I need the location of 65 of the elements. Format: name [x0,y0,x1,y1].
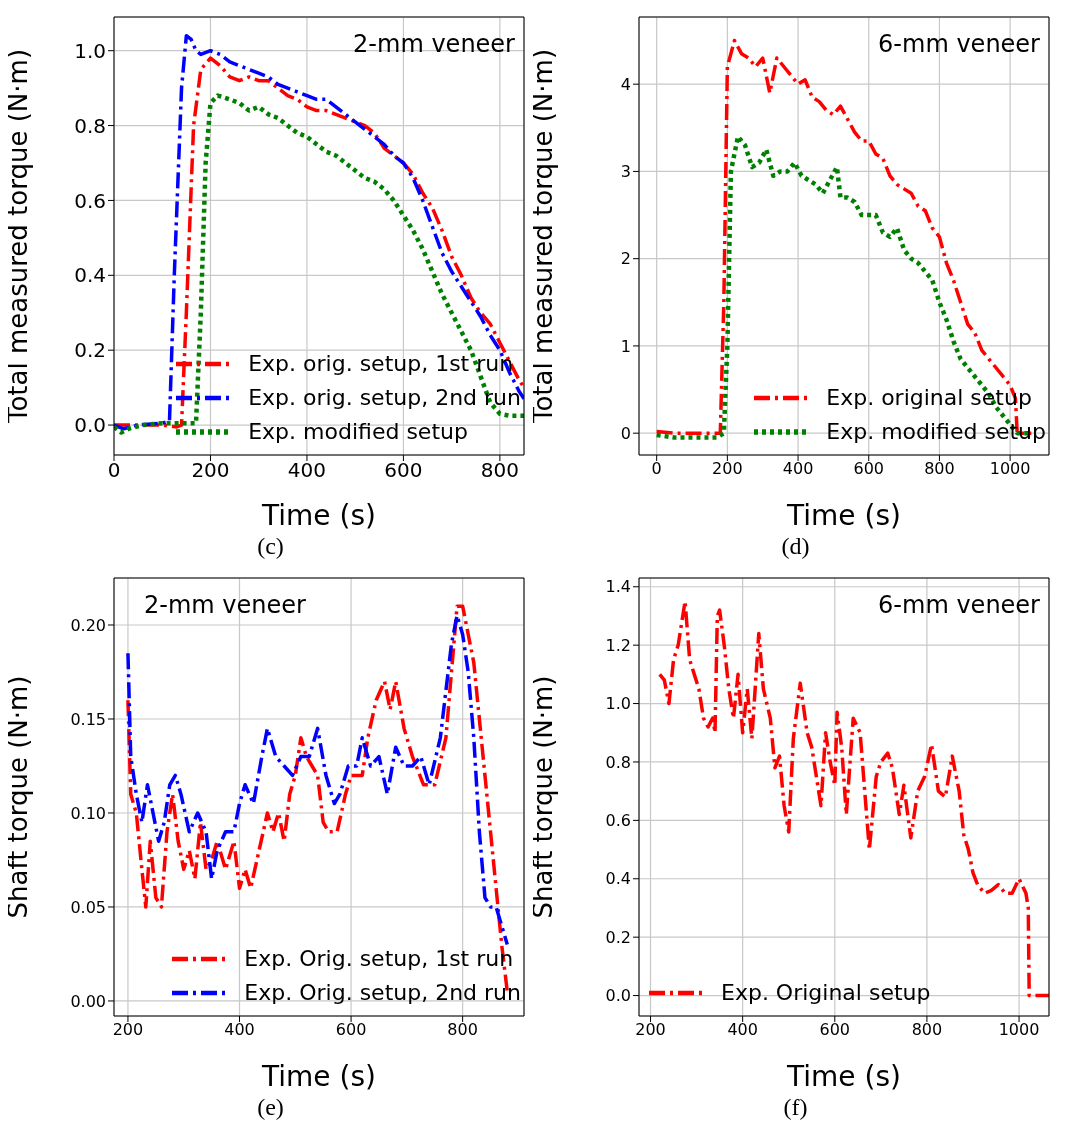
x-tick-label: 600 [853,459,885,479]
y-tick-label: 1.2 [605,635,631,655]
x-axis-title: Time (s) [786,1060,901,1093]
x-tick-label: 200 [635,1020,666,1040]
x-tick-label: 600 [384,458,423,483]
x-tick-label: 400 [224,1020,255,1040]
text: (f) [782,1094,809,1122]
text: (d) [780,533,811,561]
y-tick-label: 0.2 [605,927,631,947]
text: (c) [256,533,285,561]
legend-label: Exp. Orig. setup, 2nd run [244,979,521,1007]
x-tick-label: 1000 [989,459,1031,479]
legend-label: Exp. Original setup [721,979,931,1007]
x-tick-label: 400 [287,458,327,483]
legend-label: Exp. modified setup [826,418,1046,446]
y-tick-label: 0.4 [605,869,631,889]
y-tick-label: 1 [620,336,631,356]
y-tick-label: 0.00 [70,991,106,1011]
y-tick-label: 1.4 [605,577,631,597]
legend-label: Exp. Orig. setup, 1st run [244,945,514,973]
x-axis-title: Time (s) [261,1060,376,1093]
y-tick-label: 0 [620,423,631,443]
x-axis-title: Time (s) [786,499,901,532]
x-tick-label: 600 [335,1020,367,1040]
y-axis-title: Total measured torque (N·m) [528,48,559,425]
x-tick-label: 400 [782,459,814,479]
annotation: 6-mm veneer [878,591,1040,619]
x-tick-label: 600 [819,1020,851,1040]
y-tick-label: 0.10 [70,803,106,823]
y-tick-label: 0.2 [74,338,106,363]
y-tick-label: 0.4 [74,263,106,288]
y-tick-label: 0.05 [70,897,106,917]
x-tick-label: 800 [911,1020,943,1040]
y-tick-label: 0.0 [605,986,631,1006]
y-tick-label: 0.0 [74,413,106,438]
text: (e) [256,1094,285,1122]
x-tick-label: 800 [480,458,519,483]
y-tick-label: 1.0 [74,38,106,63]
y-tick-label: 4 [620,74,631,94]
annotation: 2-mm veneer [353,30,515,58]
legend-label: Exp. modified setup [248,418,468,446]
y-tick-label: 1.0 [605,694,631,714]
y-tick-label: 2 [620,249,631,269]
y-tick-label: 0.8 [605,752,631,772]
x-tick-label: 800 [447,1020,478,1040]
x-tick-label: 200 [712,459,743,479]
x-tick-label: 0 [651,459,662,479]
y-tick-label: 0.6 [74,188,106,213]
y-tick-label: 3 [620,162,631,182]
x-tick-label: 200 [191,458,230,483]
x-tick-label: 1000 [998,1020,1040,1040]
y-axis-title: Shaft torque (N·m) [3,675,34,919]
x-axis-title: Time (s) [261,499,376,532]
y-tick-label: 0.20 [70,615,106,635]
x-tick-label: 200 [112,1020,144,1040]
annotation: 6-mm veneer [878,30,1040,58]
annotation: 2-mm veneer [144,591,306,619]
y-tick-label: 0.15 [70,709,106,729]
y-tick-label: 0.6 [605,811,631,831]
legend-label: Exp. orig. setup, 2nd run [248,384,521,412]
x-tick-label: 800 [924,459,955,479]
y-axis-title: Shaft torque (N·m) [528,675,559,919]
x-tick-label: 400 [727,1020,758,1040]
y-tick-label: 0.8 [74,113,106,138]
y-axis-title: Total measured torque (N·m) [3,48,34,425]
